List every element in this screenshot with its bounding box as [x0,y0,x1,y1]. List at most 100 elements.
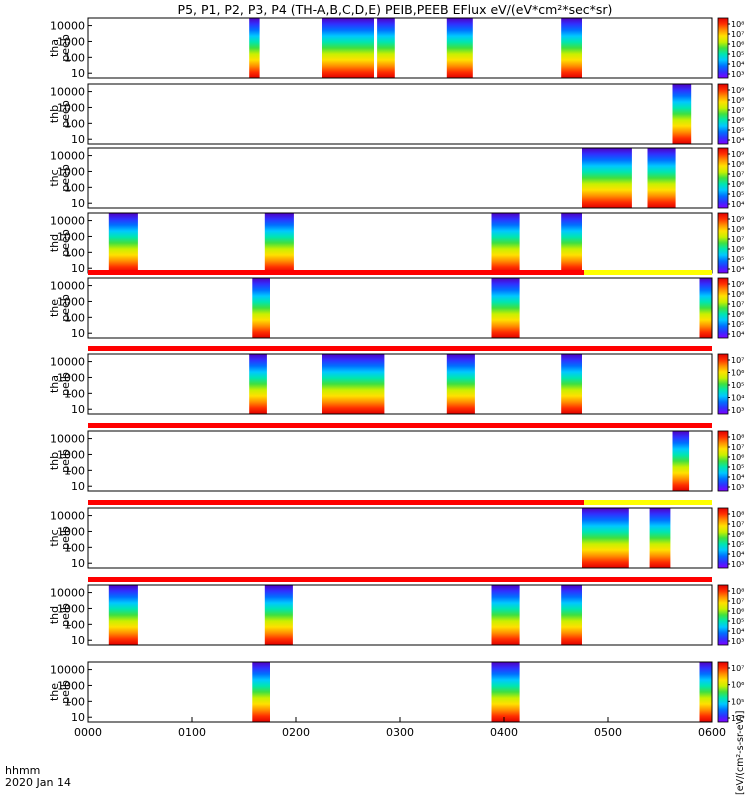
y-tick-label: 1000 [57,602,85,615]
state-bar-segment [88,346,712,351]
colorbar-tick-label: 10⁷ [731,597,744,606]
panel-label: peeb [59,34,72,62]
colorbar-tick-label: 10⁴ [731,714,744,723]
colorbar-tick-label: 10⁸ [731,510,744,519]
y-tick-label: 100 [64,311,85,324]
state-bar [88,346,712,351]
spectrum-interval [252,662,270,722]
x-tick-label: 0500 [594,726,622,739]
colorbar-tick-label: 10⁷ [731,520,744,529]
spectrum-interval [249,18,260,78]
colorbar-tick-label: 10⁹ [731,150,744,159]
y-tick-label: 1000 [57,35,85,48]
y-tick-label: 1000 [57,371,85,384]
y-tick-label: 10000 [50,587,85,600]
y-tick-label: 10 [71,557,85,570]
panel-frame [87,353,713,415]
panel-frame [87,277,713,339]
colorbar-tick-label: 10⁶ [731,681,744,690]
colorbar-tick-label: 10⁵ [731,320,744,329]
panel-label: thc [48,169,61,186]
colorbar-tick-label: 10⁴ [731,473,744,482]
panel-frame [87,584,713,646]
state-bar [88,423,712,428]
y-tick-label: 100 [64,695,85,708]
colorbar-tick-label: 10⁷ [731,106,744,115]
spectrum-interval [249,354,267,414]
colorbar-tick-label: 10³ [731,483,744,492]
colorbar-tick-label: 10⁶ [731,180,744,189]
colorbar-tick-label: 10⁵ [731,190,744,199]
colorbar-tick-label: 10⁷ [731,235,744,244]
date-label: 2020 Jan 14 [5,776,71,789]
y-tick-label: 10 [71,634,85,647]
colorbar-tick-label: 10⁸ [731,225,744,234]
colorbar-tick-label: 10⁸ [731,290,744,299]
colorbar-tick-label: 10⁴ [731,394,744,403]
y-tick-label: 100 [64,117,85,130]
y-tick-label: 1000 [57,525,85,538]
x-tick-label: 0000 [74,726,102,739]
y-tick-label: 10000 [50,280,85,293]
time-axis-label: hhmm [5,764,40,777]
colorbar-tick-label: 10⁶ [731,453,744,462]
colorbar-tick-label: 10⁸ [731,160,744,169]
colorbar [717,353,729,415]
y-tick-label: 10 [71,197,85,210]
spectrum-interval [491,213,520,273]
panel-frame [87,430,713,492]
y-tick-label: 10000 [50,20,85,33]
y-tick-label: 1000 [57,230,85,243]
y-tick-label: 100 [64,246,85,259]
panel-label: peeb [59,229,72,257]
colorbar-tick-label: 10⁷ [731,356,744,365]
y-tick-label: 100 [64,464,85,477]
y-tick-label: 10 [71,133,85,146]
spectrum-interval [561,354,582,414]
colorbar-tick-label: 10³ [731,70,744,79]
state-bar-segment [88,423,712,428]
time-axis: 0000 0100 0200 0300 0400 0500 0600 [74,717,726,739]
spectrum-interval [108,585,138,645]
y-tick-label: 10 [71,711,85,724]
colorbar-tick-label: 10⁶ [731,369,744,378]
colorbar-tick-label: 10⁴ [731,265,744,274]
colorbar-tick-label: 10³ [731,406,744,415]
colorbar-tick-label: 10⁵ [731,255,744,264]
colorbar [717,661,729,723]
spectrum-interval [252,278,270,338]
colorbar-tick-label: 10⁹ [731,280,744,289]
y-tick-label: 100 [64,181,85,194]
colorbar-tick-label: 10⁸ [731,587,744,596]
spectrum-interval [108,213,138,273]
colorbar-tick-label: 10⁸ [731,433,744,442]
state-bar-segment [88,270,585,275]
x-tick-label: 0100 [178,726,206,739]
x-tick-label: 0200 [282,726,310,739]
panel-label: thb [48,105,61,123]
panel-label: peib [59,449,72,473]
colorbar-tick-label: 10⁴ [731,136,744,145]
panel-label: the [48,299,61,317]
y-tick-label: 10 [71,480,85,493]
y-tick-label: 1000 [57,101,85,114]
panel-label: peeb [59,294,72,322]
panel-label: peeb [59,100,72,128]
spectrum-interval [649,508,671,568]
spectrum-interval [672,84,692,144]
spectrum-interval [446,18,473,78]
panel-label: thd [48,234,61,252]
state-bar-segment [88,577,712,582]
colorbar-tick-label: 10⁴ [731,60,744,69]
colorbar-tick-label: 10⁹ [731,215,744,224]
spectrum-interval [446,354,475,414]
colorbar-tick-label: 10⁴ [731,550,744,559]
x-tick-label: 0400 [490,726,518,739]
colorbar-tick-label: 10⁴ [731,330,744,339]
spectrum-interval [672,431,690,491]
state-bar-segment [584,500,712,505]
